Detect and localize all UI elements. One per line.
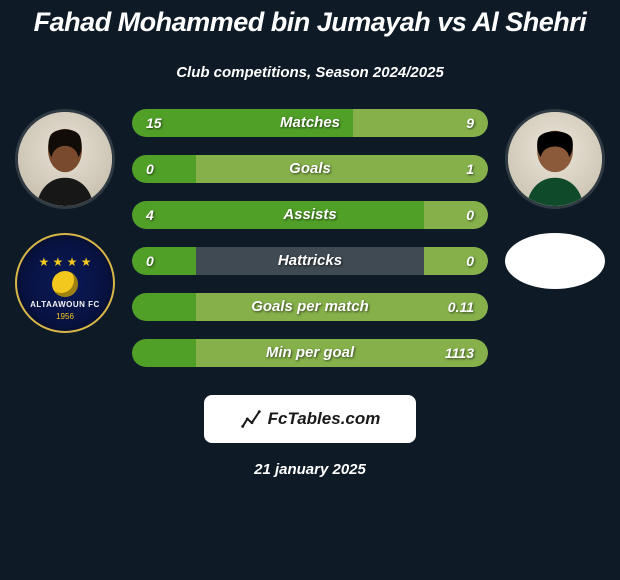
stat-value-left: 0 bbox=[146, 247, 154, 275]
date-label: 21 january 2025 bbox=[0, 461, 620, 478]
stat-row: Goals per match0.11 bbox=[132, 293, 488, 321]
stat-label: Goals bbox=[132, 155, 488, 183]
stat-label: Matches bbox=[132, 109, 488, 137]
stat-label: Assists bbox=[132, 201, 488, 229]
stat-value-left: 15 bbox=[146, 109, 162, 137]
person-icon bbox=[508, 112, 602, 206]
stat-value-right: 1113 bbox=[445, 339, 474, 367]
brand-badge[interactable]: FcTables.com bbox=[204, 395, 416, 443]
stat-label: Hattricks bbox=[132, 247, 488, 275]
club-right-badge bbox=[505, 233, 605, 289]
stat-row: Matches15 9 bbox=[132, 109, 488, 137]
ball-icon bbox=[52, 271, 78, 297]
stat-value-left: 4 bbox=[146, 201, 154, 229]
subtitle: Club competitions, Season 2024/2025 bbox=[0, 64, 620, 81]
player-left-column: ★ ★ ★ ★ ALTAAWOUN FC 1956 bbox=[6, 109, 124, 385]
stat-value-right: 0.11 bbox=[448, 293, 474, 321]
page-title: Fahad Mohammed bin Jumayah vs Al Shehri bbox=[0, 4, 620, 40]
club-left-name: ALTAAWOUN FC bbox=[17, 300, 113, 309]
stats-column: Matches159Goals01Assists40Hattricks00Goa… bbox=[124, 109, 496, 385]
comparison-card: Fahad Mohammed bin Jumayah vs Al Shehri … bbox=[0, 0, 620, 478]
player-left-avatar bbox=[15, 109, 115, 209]
player-right-avatar bbox=[505, 109, 605, 209]
stat-label: Min per goal bbox=[132, 339, 488, 367]
club-left-badge: ★ ★ ★ ★ ALTAAWOUN FC 1956 bbox=[15, 233, 115, 333]
stat-value-left: 0 bbox=[146, 155, 154, 183]
stat-row: Goals0 1 bbox=[132, 155, 488, 183]
star-icon: ★ ★ ★ ★ bbox=[17, 255, 113, 269]
stat-value-right: 0 bbox=[466, 247, 474, 275]
stat-row: Min per goal1113 bbox=[132, 339, 488, 367]
stat-row: Assists4 0 bbox=[132, 201, 488, 229]
club-left-year: 1956 bbox=[17, 312, 113, 321]
stat-row: Hattricks0 0 bbox=[132, 247, 488, 275]
player-right-column bbox=[496, 109, 614, 385]
person-icon bbox=[18, 112, 112, 206]
brand-text: FcTables.com bbox=[268, 409, 381, 429]
stat-label: Goals per match bbox=[132, 293, 488, 321]
chart-icon bbox=[240, 408, 262, 430]
stat-value-right: 9 bbox=[466, 109, 474, 137]
stat-value-right: 1 bbox=[466, 155, 474, 183]
stat-value-right: 0 bbox=[466, 201, 474, 229]
main-row: ★ ★ ★ ★ ALTAAWOUN FC 1956 Matches15 9 Goal… bbox=[0, 109, 620, 385]
